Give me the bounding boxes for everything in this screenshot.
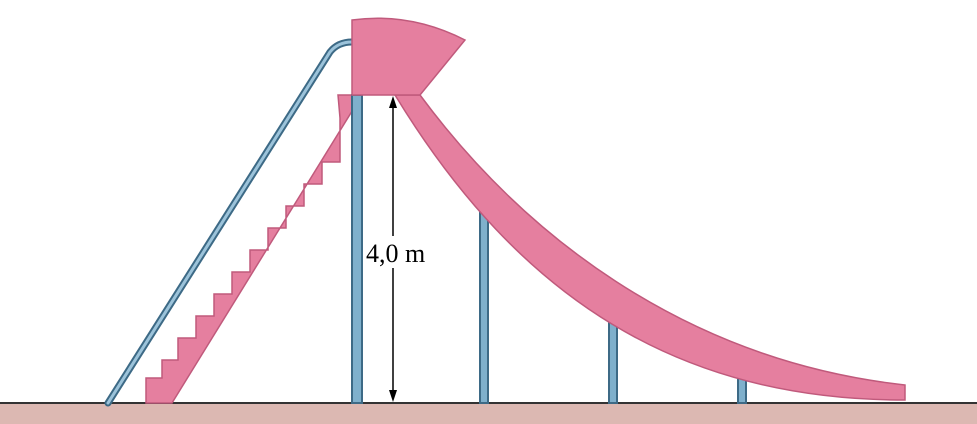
handrail-highlight: [106, 40, 354, 405]
platform: [351, 17, 467, 96]
support-pole: [479, 204, 489, 404]
handrail: [104, 38, 356, 407]
ground: [0, 404, 977, 424]
height-label: 4,0 m: [366, 239, 425, 268]
slide: [393, 94, 906, 401]
main-pole: [351, 94, 363, 404]
label-bg: [364, 236, 450, 268]
stairs: [145, 94, 364, 404]
